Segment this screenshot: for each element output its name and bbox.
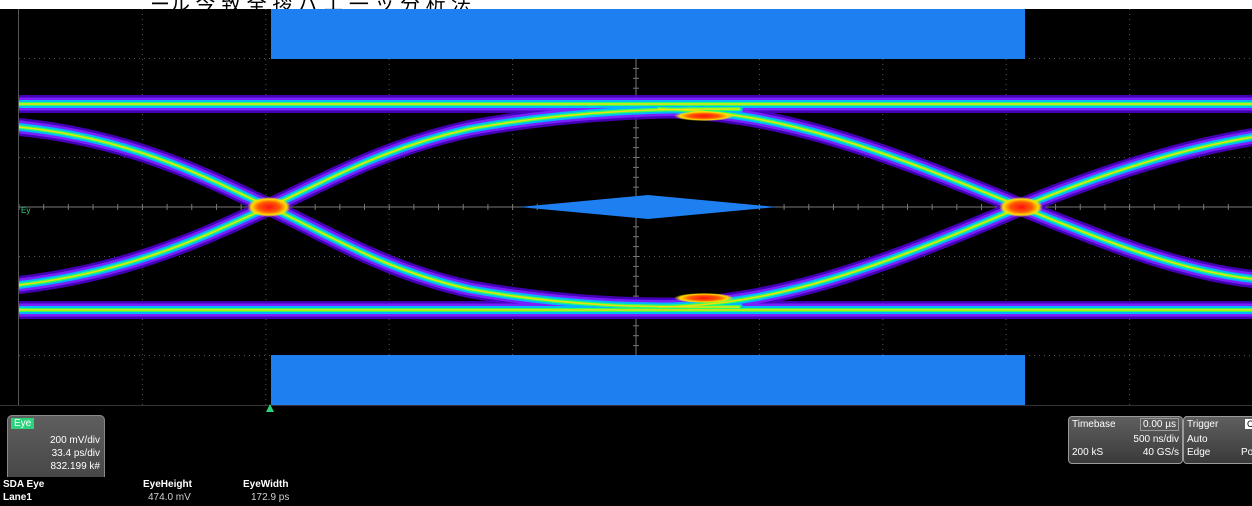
eye-trace <box>19 108 740 286</box>
trigger-type: Edge <box>1187 447 1211 458</box>
meas-row-name: Lane1 <box>3 492 32 503</box>
timebase-label: Timebase <box>1072 419 1116 430</box>
timebase-samples: 200 kS <box>1072 447 1104 458</box>
trigger-source-badge: C2 <box>1245 419 1252 429</box>
trigger-slope: Po <box>1241 447 1252 458</box>
eye-trace <box>658 136 1252 308</box>
trigger-descriptor[interactable]: Trigger C2 Auto Edge Po <box>1183 416 1252 464</box>
trace-marker: Ey <box>21 206 31 215</box>
plot-bottom-rule <box>0 405 1252 406</box>
eye-trace <box>652 102 1252 286</box>
title-cut-text: ール 今 致 全 拶 パ エ 一 ッ 分 析 法 <box>150 0 471 9</box>
eye-trace <box>658 108 1252 280</box>
meas-eyeheight-value: 474.0 mV <box>148 492 191 503</box>
center-mask <box>519 195 777 219</box>
eye-trace <box>652 130 1252 314</box>
meas-eyewidth-value: 172.9 ps <box>251 492 290 503</box>
upper-mask <box>271 9 1025 59</box>
vertical-scale: 200 mV/div <box>49 435 100 446</box>
timebase-per-div: 500 ns/div <box>1133 434 1179 445</box>
meas-header-eyewidth: EyeWidth <box>243 479 289 490</box>
sweep-count: 832.199 k# <box>50 461 101 472</box>
timebase-rate: 40 GS/s <box>1142 447 1179 458</box>
eye-diagram-plot[interactable]: Ey <box>18 9 1252 405</box>
crossing-right <box>999 197 1043 217</box>
timebase-descriptor[interactable]: Timebase 0.00 µs 500 ns/div 200 kS 40 GS… <box>1068 416 1183 464</box>
top-hotspot <box>674 111 734 121</box>
lower-mask <box>271 355 1025 405</box>
meas-header-eyeheight: EyeHeight <box>143 479 192 490</box>
trigger-label: Trigger <box>1187 419 1219 430</box>
bottom-hotspot <box>674 293 734 303</box>
measurement-table[interactable]: SDA Eye EyeHeight EyeWidth Lane1 474.0 m… <box>0 477 1252 506</box>
horizontal-scale: 33.4 ps/div <box>51 448 100 459</box>
window-title-strip: ール 今 致 全 拶 パ エ 一 ッ 分 析 法 <box>0 0 1252 9</box>
timebase-delay: 0.00 µs <box>1139 418 1179 431</box>
trigger-position-arrow-icon[interactable] <box>266 404 274 412</box>
crossing-left <box>247 197 291 217</box>
trigger-mode: Auto <box>1187 434 1208 445</box>
eye-diagram-svg <box>19 9 1252 405</box>
eye-trace <box>19 126 740 308</box>
channel-name-badge: Eye <box>11 418 35 429</box>
meas-header-source: SDA Eye <box>3 479 45 490</box>
eye-traces <box>19 95 1252 319</box>
